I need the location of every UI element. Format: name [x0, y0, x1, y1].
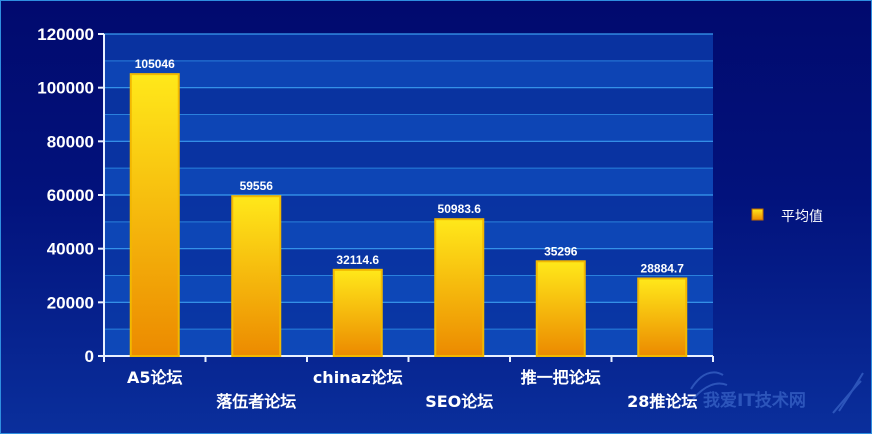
plot-band [104, 195, 713, 222]
plot-band [104, 302, 713, 330]
y-tick-label: 40000 [47, 240, 94, 259]
bar [637, 277, 688, 358]
plot-band [104, 141, 713, 169]
data-label: 28884.7 [641, 261, 685, 275]
data-label: 32114.6 [336, 253, 379, 267]
plot-band [104, 275, 713, 303]
watermark-wings-icon [690, 371, 864, 414]
y-tick-label: 80000 [47, 132, 94, 151]
axes [103, 34, 714, 362]
bar [231, 195, 282, 357]
plot-band [104, 60, 713, 88]
y-tick-label: 100000 [37, 79, 94, 98]
plot-band [104, 87, 713, 115]
y-tick-label: 20000 [47, 293, 94, 312]
bars [129, 73, 688, 358]
y-tick-label: 0 [85, 347, 94, 366]
bar [535, 260, 586, 357]
category-label: 推一把论坛 [521, 368, 601, 387]
plot-band [104, 34, 713, 61]
plot-band [104, 248, 713, 276]
y-tick-labels: 0 20000 40000 60000 80000 100000 120000 [37, 25, 94, 366]
legend-label: 平均值 [781, 209, 823, 225]
category-label: 28推论坛 [627, 392, 697, 411]
bar [129, 73, 180, 358]
category-label: A5论坛 [127, 368, 183, 387]
y-tick-label: 60000 [47, 186, 94, 205]
watermark-text: 我爱IT技术网 [703, 390, 806, 411]
data-label: 35296 [544, 244, 578, 258]
category-label: chinaz论坛 [313, 368, 403, 387]
legend-swatch [751, 208, 764, 221]
plot-band [104, 221, 713, 249]
data-labels: 105046 59556 32114.6 50983.6 35296 28884.7 [135, 57, 685, 275]
legend: 平均值 [751, 208, 823, 225]
plot-band [104, 114, 713, 142]
plot-band [104, 168, 713, 195]
data-label: 105046 [135, 57, 175, 71]
category-label: 落伍者论坛 [216, 392, 296, 411]
bar [434, 218, 485, 357]
y-tick-label: 120000 [37, 25, 94, 44]
plot-band [104, 329, 713, 356]
data-label: 50983.6 [438, 202, 482, 216]
plot-bands [104, 34, 713, 356]
category-label: SEO论坛 [425, 392, 493, 411]
data-label: 59556 [240, 179, 274, 193]
bar [332, 268, 383, 358]
